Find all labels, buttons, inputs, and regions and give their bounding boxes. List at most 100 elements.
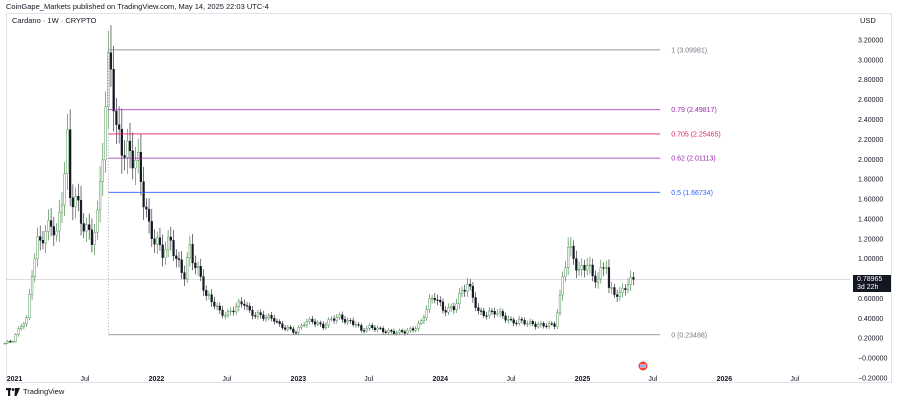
candle-body[interactable] <box>542 323 545 327</box>
candle-body[interactable] <box>602 267 605 269</box>
candle-body[interactable] <box>528 321 532 324</box>
candle-body[interactable] <box>360 325 363 331</box>
candle-body[interactable] <box>376 327 379 330</box>
candle-body[interactable] <box>575 258 578 271</box>
candle-body[interactable] <box>229 310 232 312</box>
candle-body[interactable] <box>439 299 442 303</box>
candle-body[interactable] <box>406 330 409 334</box>
candle-body[interactable] <box>191 244 194 264</box>
candle-body[interactable] <box>66 129 69 174</box>
candle-body[interactable] <box>47 220 50 232</box>
candle-body[interactable] <box>365 328 368 332</box>
candle-body[interactable] <box>232 310 235 313</box>
candle-body[interactable] <box>58 212 61 232</box>
candle-body[interactable] <box>69 129 72 198</box>
candle-body[interactable] <box>537 324 540 328</box>
candle-body[interactable] <box>52 226 55 236</box>
candle-body[interactable] <box>341 314 344 320</box>
candle-body[interactable] <box>90 229 94 245</box>
candle-body[interactable] <box>202 276 205 291</box>
candle-body[interactable] <box>74 196 77 208</box>
candle-body[interactable] <box>118 124 121 130</box>
candle-body[interactable] <box>221 309 224 316</box>
flag-event-icon[interactable] <box>637 360 649 372</box>
candle-body[interactable] <box>63 173 66 206</box>
candle-body[interactable] <box>218 305 221 311</box>
candle-body[interactable] <box>550 323 553 325</box>
candle-body[interactable] <box>303 324 306 327</box>
candle-body[interactable] <box>471 286 474 298</box>
candle-body[interactable] <box>139 152 142 182</box>
candle-body[interactable] <box>322 323 325 329</box>
candle-body[interactable] <box>455 303 458 311</box>
candle-body[interactable] <box>349 319 352 322</box>
candle-body[interactable] <box>479 310 483 312</box>
candle-body[interactable] <box>270 315 273 319</box>
candle-body[interactable] <box>300 325 303 328</box>
candle-body[interactable] <box>482 310 485 316</box>
candle-body[interactable] <box>6 341 9 344</box>
candle-body[interactable] <box>199 266 202 277</box>
candle-body[interactable] <box>520 318 523 321</box>
candle-body[interactable] <box>531 321 534 325</box>
candle-body[interactable] <box>466 284 469 292</box>
candle-body[interactable] <box>373 327 377 330</box>
candle-body[interactable] <box>115 110 118 125</box>
candle-body[interactable] <box>414 328 417 331</box>
candle-body[interactable] <box>109 52 113 70</box>
candle-body[interactable] <box>605 267 608 269</box>
candle-body[interactable] <box>556 312 559 327</box>
candle-body[interactable] <box>150 221 153 239</box>
candle-body[interactable] <box>338 314 341 318</box>
candle-body[interactable] <box>39 236 42 241</box>
candle-body[interactable] <box>496 312 499 315</box>
candle-body[interactable] <box>594 275 597 283</box>
candle-body[interactable] <box>460 289 464 294</box>
candle-body[interactable] <box>515 322 518 325</box>
candle-body[interactable] <box>357 324 360 326</box>
candle-body[interactable] <box>368 325 371 329</box>
candle-body[interactable] <box>463 289 466 292</box>
candle-body[interactable] <box>243 303 246 306</box>
candle-body[interactable] <box>289 326 292 330</box>
candle-body[interactable] <box>22 323 25 327</box>
candle-body[interactable] <box>401 330 404 332</box>
candle-body[interactable] <box>512 319 515 324</box>
candle-body[interactable] <box>207 294 211 296</box>
candle-body[interactable] <box>196 266 200 269</box>
candle-body[interactable] <box>215 305 219 308</box>
candle-body[interactable] <box>41 240 45 244</box>
candle-body[interactable] <box>390 330 393 332</box>
candle-body[interactable] <box>577 268 581 271</box>
candle-body[interactable] <box>450 306 453 308</box>
candle-body[interactable] <box>572 245 575 259</box>
candle-body[interactable] <box>284 327 287 330</box>
candle-body[interactable] <box>213 301 216 307</box>
candle-body[interactable] <box>11 341 15 343</box>
candle-body[interactable] <box>319 322 322 325</box>
candle-body[interactable] <box>425 309 428 318</box>
candle-body[interactable] <box>297 327 300 333</box>
candle-body[interactable] <box>422 317 426 322</box>
candle-body[interactable] <box>523 320 526 325</box>
candle-body[interactable] <box>131 150 134 169</box>
candle-body[interactable] <box>395 332 398 334</box>
candle-body[interactable] <box>88 224 91 230</box>
candle-body[interactable] <box>33 258 36 277</box>
candle-body[interactable] <box>251 309 254 316</box>
candle-body[interactable] <box>583 264 586 271</box>
candle-body[interactable] <box>430 297 434 300</box>
candle-body[interactable] <box>362 330 366 332</box>
candle-body[interactable] <box>596 278 600 283</box>
candle-body[interactable] <box>629 277 632 285</box>
candle-body[interactable] <box>175 255 178 259</box>
candle-body[interactable] <box>518 318 521 324</box>
candle-body[interactable] <box>381 328 385 333</box>
candle-body[interactable] <box>384 331 387 333</box>
candle-body[interactable] <box>588 264 592 266</box>
candle-body[interactable] <box>335 317 338 321</box>
candle-body[interactable] <box>264 317 268 320</box>
candle-body[interactable] <box>403 331 406 334</box>
candle-body[interactable] <box>354 324 357 326</box>
